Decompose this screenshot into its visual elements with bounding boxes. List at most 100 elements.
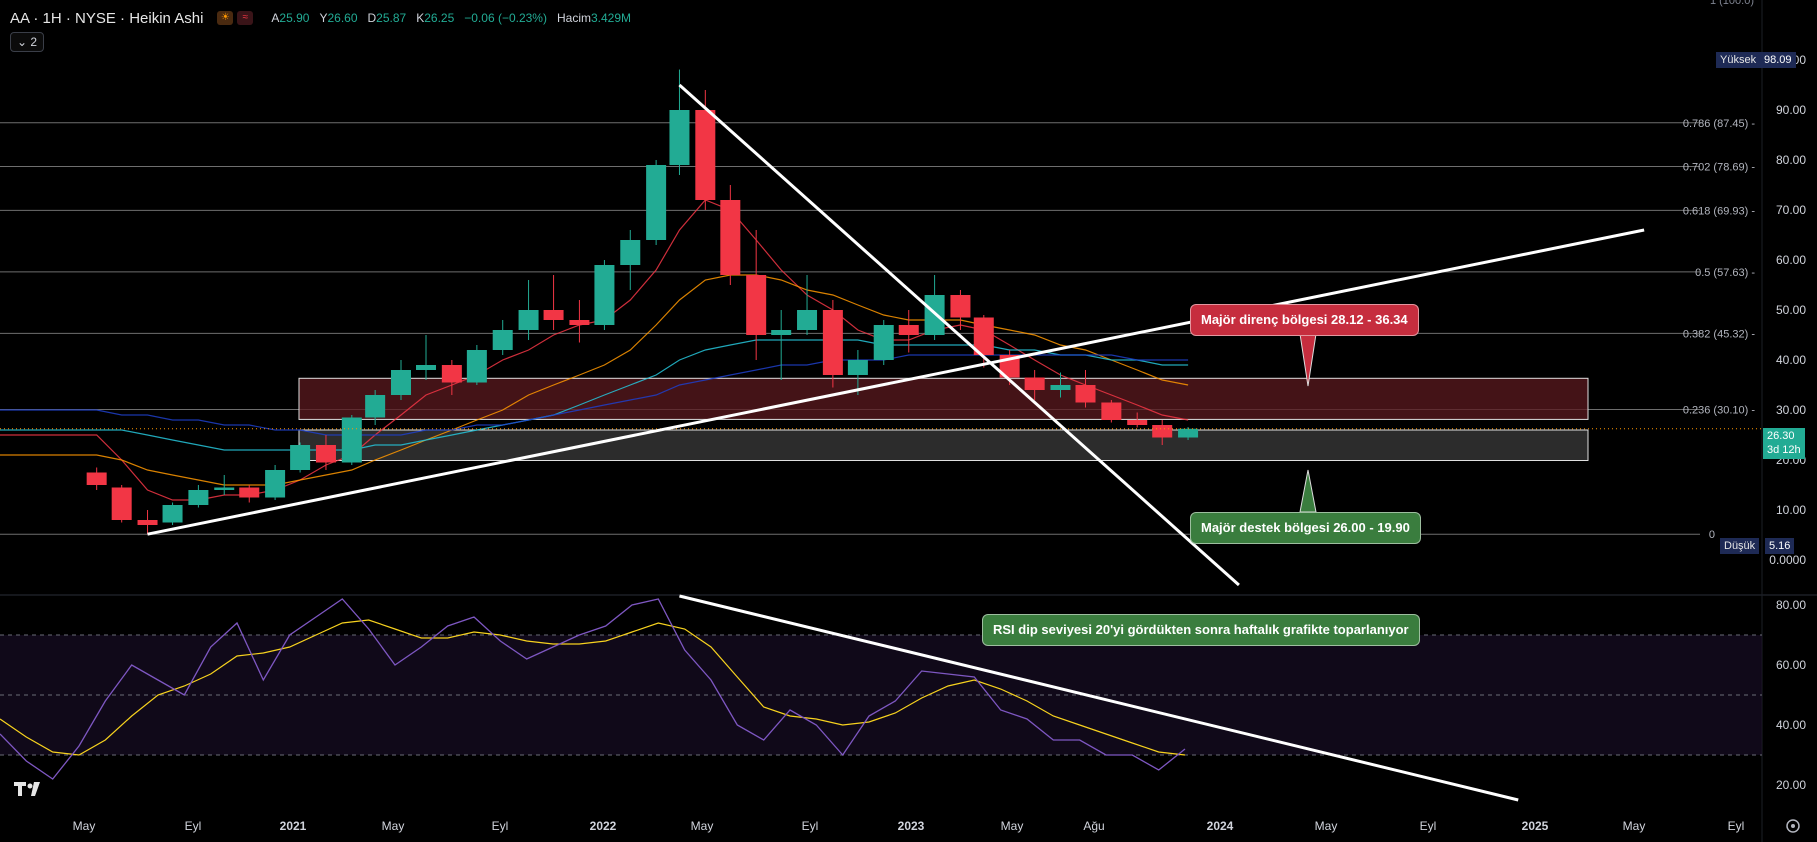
candle-body: [1178, 428, 1199, 438]
candle: [771, 310, 792, 380]
candle-body: [111, 487, 132, 520]
resistance-callout[interactable]: Majör direnç bölgesi 28.12 - 36.34: [1190, 304, 1419, 336]
candle: [873, 320, 894, 365]
indicator-count: 2: [30, 35, 38, 49]
last-price-tag: 26.30 3d 12h: [1763, 428, 1805, 459]
rsi-line: [0, 598, 1186, 780]
candle-body: [720, 200, 741, 275]
price-axis-tick: 10.00: [1776, 503, 1806, 517]
fib-level-label: 0.236 (30.10) -: [1683, 405, 1755, 417]
time-axis-tick: May: [691, 819, 714, 833]
rsi-axis-tick: 80.00: [1776, 598, 1806, 612]
moving-average-line: [0, 274, 1189, 486]
settings-gear-icon[interactable]: [1786, 819, 1800, 833]
moving-average-line: [0, 339, 1189, 451]
gear-center: [1791, 824, 1795, 828]
candle: [950, 290, 971, 330]
time-axis-tick: 2022: [590, 819, 617, 833]
candle: [646, 160, 667, 245]
low-label-tag: Düşük: [1720, 538, 1760, 554]
chart-header: AA · 1H · NYSE · Heikin Ashi ☀ ≈ A25.90 …: [10, 8, 641, 28]
candle-body: [822, 310, 843, 375]
gear-ring: [1786, 819, 1800, 833]
ohlc-close: K26.25: [416, 11, 455, 25]
candle-body: [1024, 377, 1045, 390]
candle-body: [1075, 385, 1096, 403]
candle-body: [973, 317, 994, 355]
candle-body: [341, 417, 362, 463]
time-axis-tick: 2021: [280, 819, 307, 833]
support-callout[interactable]: Majör destek bölgesi 26.00 - 19.90: [1190, 512, 1421, 544]
candle: [111, 485, 132, 523]
candle-body: [898, 325, 919, 335]
ohlc-change: −0.06 (−0.23%): [464, 11, 547, 25]
candle: [620, 230, 641, 290]
low-value-tag: 5.16: [1765, 538, 1795, 554]
candle: [1075, 370, 1096, 408]
candle-body: [873, 325, 894, 360]
candle: [214, 475, 235, 495]
price-axis-tick: 80.00: [1776, 153, 1806, 167]
fib-level-label: 0.5 (57.63) -: [1695, 267, 1755, 279]
candle-body: [137, 520, 158, 525]
symbol-title[interactable]: AA · 1H · NYSE · Heikin Ashi: [10, 9, 204, 27]
resistance-zone: [298, 377, 1589, 420]
rsi-callout[interactable]: RSI dip seviyesi 20'yi gördükten sonra h…: [982, 614, 1420, 646]
candle: [441, 360, 462, 395]
collapse-indicators-button[interactable]: ⌄ 2: [10, 32, 45, 52]
candle: [390, 360, 411, 400]
candle-body: [518, 310, 539, 330]
fib-level-label: 0.786 (87.45) -: [1683, 118, 1755, 130]
candle: [1127, 412, 1148, 428]
market-closed-icon[interactable]: ☀: [217, 11, 234, 25]
candle: [822, 300, 843, 388]
ohlc-low: D25.87: [367, 11, 407, 25]
candle: [365, 390, 386, 425]
candle: [1050, 372, 1071, 398]
time-axis-tick: May: [1001, 819, 1024, 833]
candle-body: [390, 370, 411, 395]
candles-group: [86, 69, 1199, 535]
candle: [86, 467, 107, 490]
candle-body: [1101, 402, 1122, 420]
candle: [1024, 370, 1045, 400]
price-axis-tick: 70.00: [1776, 203, 1806, 217]
time-axis-tick: 2023: [898, 819, 925, 833]
time-axis-tick: May: [73, 819, 96, 833]
price-axis-tick: 50.00: [1776, 303, 1806, 317]
rsi-trendline: [679, 594, 1519, 802]
candle-body: [162, 505, 183, 523]
volume-readout: Hacim3.429M: [556, 11, 632, 25]
time-axis-tick: 2024: [1207, 819, 1234, 833]
candle-body: [416, 365, 437, 370]
candle-body: [1152, 425, 1173, 438]
logo-part: [27, 783, 33, 789]
candle: [1152, 420, 1173, 445]
candle: [594, 260, 615, 330]
rising-trendline: [147, 228, 1645, 536]
candle-body: [492, 330, 513, 350]
candle-body: [188, 490, 209, 505]
last-price-value: 26.30: [1767, 430, 1795, 442]
rsi-axis-tick: 40.00: [1776, 718, 1806, 732]
data-delayed-icon[interactable]: ≈: [237, 11, 254, 25]
tradingview-logo-icon[interactable]: [14, 782, 40, 796]
status-badges: ☀ ≈: [217, 11, 254, 25]
candle-body: [315, 445, 336, 463]
rsi-axis-tick: 20.00: [1776, 778, 1806, 792]
candle-body: [1127, 420, 1148, 425]
support-zone: [298, 429, 1589, 461]
candle-body: [847, 360, 868, 375]
price-axis-tick: 40.00: [1776, 353, 1806, 367]
time-axis-tick: Eyl: [185, 819, 202, 833]
high-label-tag: Yüksek: [1716, 52, 1761, 68]
candle: [416, 335, 437, 380]
candle-body: [214, 487, 235, 490]
candle: [973, 315, 994, 368]
rsi-axis-tick: 60.00: [1776, 658, 1806, 672]
candle: [720, 185, 741, 285]
fib-level-label: 0.618 (69.93) -: [1683, 205, 1755, 217]
ohlc-open: A25.90: [271, 11, 310, 25]
price-axis-tick: 90.00: [1776, 103, 1806, 117]
